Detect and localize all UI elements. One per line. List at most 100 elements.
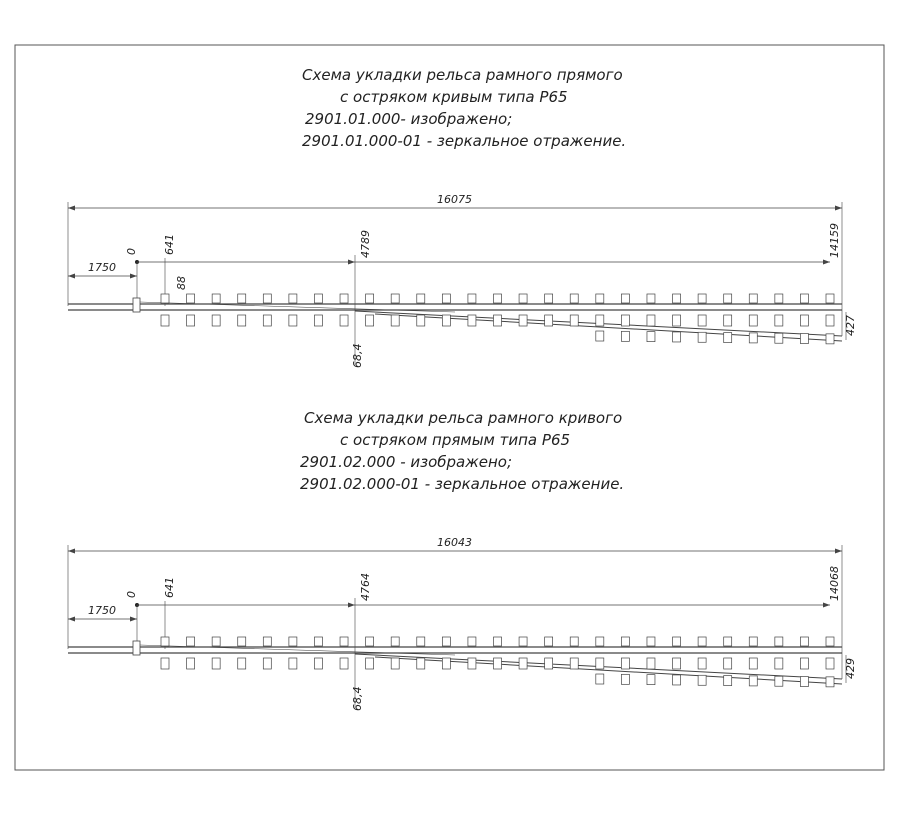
tie-bottom <box>237 657 247 670</box>
tie-top <box>621 636 630 647</box>
scheme-title: с остряком кривым типа Р65 <box>340 88 568 106</box>
tie-bottom <box>390 314 400 327</box>
dimension-label: 0 <box>125 591 138 598</box>
scheme-title: Схема укладки рельса рамного кривого <box>304 409 622 427</box>
tie-top <box>697 636 707 647</box>
tie-bottom <box>800 314 809 327</box>
tie-extension <box>621 330 630 342</box>
arrow-head <box>348 602 355 608</box>
arrow-head <box>130 273 137 279</box>
tie-top <box>748 636 758 647</box>
tie-bottom <box>672 657 681 670</box>
tie-extension <box>748 675 758 687</box>
tie-top <box>288 636 298 647</box>
dimension-label: 641 <box>163 577 176 598</box>
tie-bottom <box>160 657 170 670</box>
tie-top <box>723 636 733 647</box>
tie-bottom <box>621 314 630 327</box>
tie-top <box>262 293 272 304</box>
tie-bottom <box>825 657 835 670</box>
tie-top <box>595 636 605 647</box>
tie-extension <box>672 674 681 686</box>
tie-bottom <box>441 314 451 327</box>
tie-top <box>774 636 784 647</box>
tie-extension <box>595 673 605 685</box>
tie-top <box>467 636 477 647</box>
tie-bottom <box>314 314 323 327</box>
tie-bottom <box>365 657 374 670</box>
tie-bottom <box>339 314 349 327</box>
arrow-head <box>835 548 842 554</box>
tie-bottom <box>595 314 605 327</box>
tie-top <box>416 293 426 304</box>
tie-top <box>365 293 374 304</box>
tie-bottom <box>544 314 554 327</box>
tie-top <box>160 293 170 304</box>
tie-top <box>467 293 477 304</box>
tie-top <box>569 636 579 647</box>
tie-top <box>160 636 170 647</box>
tie-bottom <box>774 657 784 670</box>
tie-bottom <box>621 657 630 670</box>
tie-extension <box>825 333 835 345</box>
tie-top <box>595 293 605 304</box>
stop-block <box>132 640 141 656</box>
arrow-head <box>348 259 355 265</box>
tie-top <box>237 636 247 647</box>
tie-bottom <box>825 314 835 327</box>
arrow-head <box>823 602 830 608</box>
scheme-title: Схема укладки рельса рамного прямого <box>302 66 623 84</box>
dimension-label: 4764 <box>359 573 372 601</box>
tie-top <box>774 293 784 304</box>
tie-extension <box>672 331 681 343</box>
scheme-title: 2901.02.000-01 - зеркальное отражение. <box>300 475 624 493</box>
arrow-head <box>68 205 75 211</box>
tie-bottom <box>569 314 579 327</box>
dimension-label: 16043 <box>437 536 472 549</box>
tie-bottom <box>441 657 451 670</box>
tie-bottom <box>467 314 477 327</box>
tie-top <box>339 636 349 647</box>
tie-extension <box>646 331 656 342</box>
tie-top <box>493 293 502 304</box>
dimension-label: 68,4 <box>351 344 364 369</box>
tie-top <box>314 636 323 647</box>
rail <box>374 656 843 685</box>
tie-bottom <box>493 657 502 670</box>
arrow-head <box>130 616 137 622</box>
scheme-title: 2901.01.000-01 - зеркальное отражение. <box>302 132 626 150</box>
dimension-label: 641 <box>163 234 176 255</box>
dimension-label: 0 <box>125 248 138 255</box>
tie-top <box>390 636 400 647</box>
tie-extension <box>825 676 835 688</box>
tie-bottom <box>518 314 528 327</box>
tie-top <box>493 636 502 647</box>
tie-bottom <box>748 314 758 327</box>
scheme-title: 2901.02.000 - изображено; <box>300 453 512 471</box>
tie-bottom <box>365 314 374 327</box>
tie-top <box>518 293 528 304</box>
tie-top <box>646 636 656 647</box>
dimension-label: 1750 <box>88 604 116 617</box>
tie-top <box>288 293 298 304</box>
tie-top <box>365 636 374 647</box>
dimension-label: 88 <box>175 276 188 290</box>
tie-bottom <box>467 657 477 670</box>
switch-blade <box>139 644 456 656</box>
scheme-title: 2901.01.000- изображено; <box>305 110 512 128</box>
tie-bottom <box>160 314 170 327</box>
dimension-label: 429 <box>844 658 857 679</box>
arrow-head <box>68 273 75 279</box>
tie-bottom <box>186 657 195 670</box>
tie-bottom <box>186 314 195 327</box>
tie-top <box>211 293 221 304</box>
tie-top <box>186 636 195 647</box>
dimension-label: 16075 <box>437 193 472 206</box>
tie-bottom <box>288 657 298 670</box>
tie-top <box>800 636 809 647</box>
tie-bottom <box>211 657 221 670</box>
tie-extension <box>723 675 733 686</box>
tie-top <box>390 293 400 304</box>
dimension-label: 68,4 <box>351 687 364 712</box>
